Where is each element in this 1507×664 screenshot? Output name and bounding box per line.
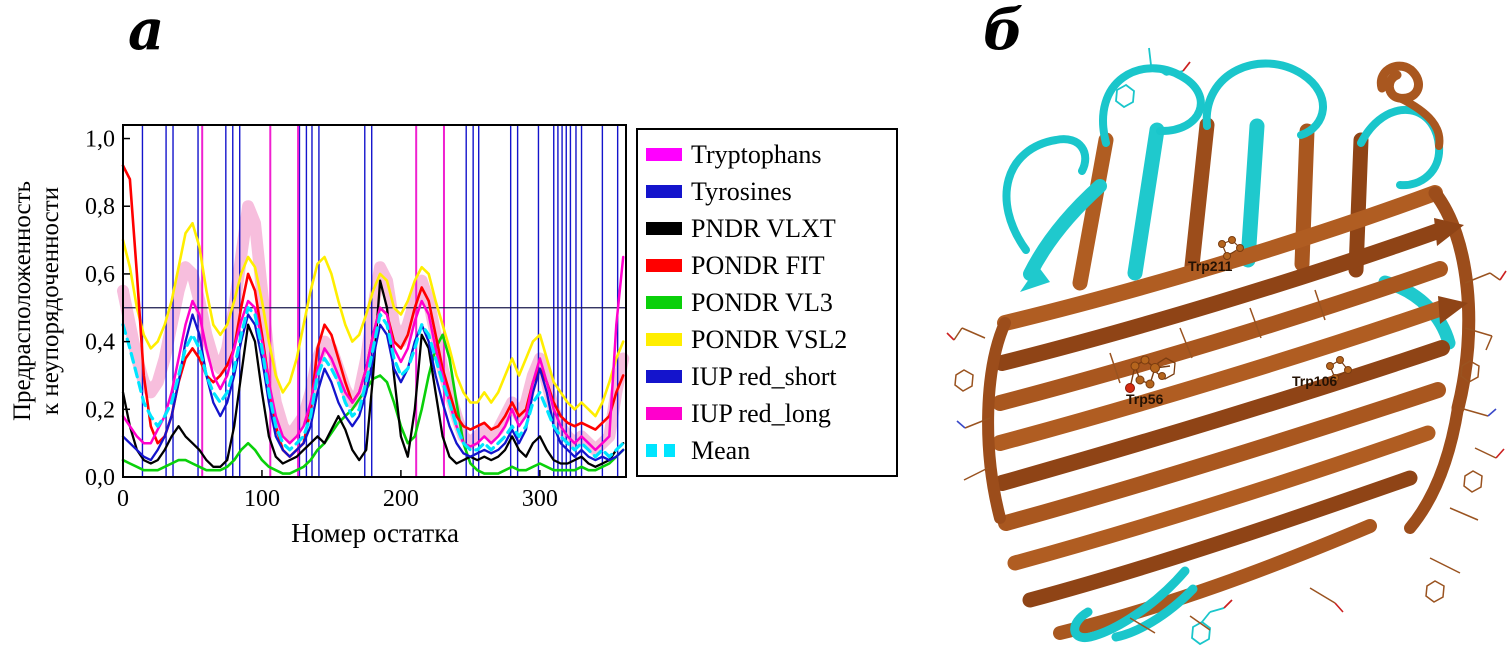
legend-swatch [646, 222, 682, 235]
legend-swatch [646, 370, 682, 383]
disorder-line-chart: 0,0 0,2 0,4 0,6 0,8 1,0 0 100 200 300 [85, 124, 630, 512]
legend-entry: PNDR VLXT [646, 210, 888, 247]
strand-arrowheads [1434, 218, 1468, 324]
y-axis-title-line1: Предрасположенность [9, 181, 36, 421]
svg-text:0,4: 0,4 [85, 330, 115, 356]
trp211-cluster [1218, 236, 1244, 260]
ligand-oxygen-stick [1182, 61, 1191, 72]
red-stick-tips [946, 270, 1507, 613]
protein-structure-panel: Trp211 Trp56 Trp106 [930, 0, 1507, 664]
trp106-cluster [1326, 356, 1352, 382]
plot-frame [122, 124, 627, 478]
legend-entry: IUP red_long [646, 395, 888, 432]
legend-swatch [646, 444, 682, 457]
disorder-chart-panel: Предрасположенность к неупорядоченности … [9, 91, 898, 548]
svg-text:0,8: 0,8 [85, 194, 115, 220]
legend-swatch [646, 407, 682, 420]
legend-entry: Tryptophans [646, 136, 888, 173]
svg-text:0,2: 0,2 [85, 397, 115, 423]
legend-label: PONDR FIT [691, 250, 825, 280]
legend-label: PNDR VLXT [691, 213, 836, 243]
svg-text:0,0: 0,0 [85, 465, 115, 491]
legend-swatch [646, 148, 682, 161]
side-chain-sticks [953, 272, 1501, 634]
legend-swatch [646, 185, 682, 198]
legend-label: PONDR VSL2 [691, 324, 848, 354]
legend-entry: Mean [646, 432, 888, 469]
legend-entry: Tyrosines [646, 173, 888, 210]
residue-marker-lines [141, 125, 619, 477]
top-loops [1002, 59, 1444, 254]
panel-a-label: а [128, 0, 165, 63]
legend-entry: PONDR VL3 [646, 284, 888, 321]
x-axis-title: Номер остатка [291, 518, 459, 548]
top-ligand-sticks [1115, 47, 1184, 109]
panel-b-label: б [983, 0, 1024, 63]
legend-swatch [646, 333, 682, 346]
residue-label-trp56: Trp56 [1126, 391, 1164, 407]
bottom-red-stick [1223, 599, 1233, 609]
y-axis-title-line2: к неупорядоченности [37, 186, 64, 416]
legend-entry: PONDR FIT [646, 247, 888, 284]
predictor-curves [121, 164, 625, 475]
cyan-arrowhead [1020, 266, 1050, 292]
svg-text:100: 100 [244, 486, 280, 512]
svg-text:0: 0 [117, 486, 129, 512]
legend-entry: IUP red_short [646, 358, 888, 395]
svg-text:0,6: 0,6 [85, 262, 115, 288]
top-helix [1376, 61, 1444, 150]
svg-text:1,0: 1,0 [85, 127, 115, 153]
axis-ticks: 0,0 0,2 0,4 0,6 0,8 1,0 0 100 200 300 [85, 127, 558, 512]
bottom-cyan-hairpin [1070, 566, 1198, 643]
legend-label: IUP red_short [691, 361, 837, 391]
svg-text:300: 300 [522, 486, 558, 512]
blue-stick-tips [956, 408, 1497, 429]
residue-label-trp106: Trp106 [1292, 373, 1337, 389]
legend-swatch [646, 259, 682, 272]
legend-label: Tyrosines [691, 176, 792, 206]
y-axis-title: Предрасположенность к неупорядоченности [9, 91, 67, 511]
bottom-cyan-sticks [1191, 607, 1225, 646]
legend-swatch [646, 296, 682, 309]
protein-structure-illustration: Trp211 Trp56 Trp106 [946, 47, 1507, 646]
trp56-cluster [1125, 355, 1176, 393]
barrel-front-strands [992, 185, 1450, 640]
chart-legend: Tryptophans Tyrosines PNDR VLXT PONDR FIT PO… [636, 128, 898, 477]
legend-label: PONDR VL3 [691, 287, 833, 317]
legend-label: Mean [691, 435, 751, 465]
legend-entry: PONDR VSL2 [646, 321, 888, 358]
legend-label: IUP red_long [691, 398, 831, 428]
svg-text:200: 200 [383, 486, 419, 512]
residue-label-trp211: Trp211 [1188, 258, 1233, 274]
legend-label: Tryptophans [691, 139, 822, 169]
